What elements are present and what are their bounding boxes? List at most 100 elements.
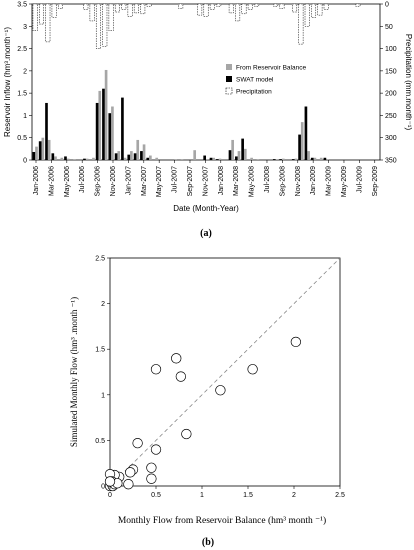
legend: From Reservoir Balance SWAT model Precip…	[225, 64, 306, 96]
y-tick-label: 2.5	[17, 46, 27, 53]
reservoir-balance-bar	[73, 159, 76, 160]
y2-tick-label: 250	[385, 113, 397, 120]
legend-swatch-swat-model	[226, 76, 232, 82]
scatter-point	[150, 364, 162, 375]
panel-b-label: (b)	[202, 537, 214, 548]
reservoir-balance-bar	[212, 157, 215, 160]
precipitation-bar	[241, 3, 247, 15]
reservoir-balance-bar	[174, 159, 178, 160]
swat-model-bar	[234, 156, 238, 160]
reservoir-balance-bar	[35, 146, 38, 160]
inflow-bars	[32, 69, 329, 160]
swat-model-bar	[216, 159, 219, 160]
reservoir-balance-bar	[92, 157, 95, 160]
precipitation-bar	[209, 3, 215, 10]
precipitation-bar	[102, 3, 108, 47]
swat-model-bar	[310, 157, 314, 160]
x-tick-label: Mar-2006	[48, 166, 55, 196]
reservoir-balance-bar	[237, 151, 241, 160]
precipitation-bar	[323, 3, 329, 10]
scatter-y-axis-label: Simulated Monthly Flow (hm³ .month ⁻¹)	[69, 297, 79, 447]
y2-tick-label: 150	[385, 68, 397, 75]
scatter-point	[146, 462, 157, 473]
scatter-point	[290, 336, 301, 348]
precipitation-bar	[355, 3, 361, 7]
y2-tick-label: 350	[385, 158, 397, 165]
scatter-x-axis-label: Monthly Flow from Reservoir Balance (hm³…	[118, 515, 326, 526]
swat-model-bar	[38, 141, 42, 160]
scatter-y-tick-label: 0	[101, 484, 105, 491]
reservoir-balance-bar	[243, 148, 247, 160]
panel-a-plot-frame	[31, 3, 381, 161]
scatter-y-tick-label: 2	[101, 301, 105, 308]
scatter-point	[104, 476, 116, 487]
y-tick-label: 0.5	[17, 135, 27, 142]
scatter-point	[181, 428, 192, 440]
reservoir-balance-bar	[142, 144, 146, 160]
precipitation-bar	[32, 3, 38, 31]
one-to-one-reference-line	[109, 257, 341, 487]
precipitation-bar	[216, 3, 222, 7]
precipitation-bar	[83, 3, 89, 10]
swat-model-bar	[291, 159, 295, 160]
scatter-point	[215, 385, 226, 396]
right-y-axis-label: Precipitation (mm.month⁻¹)	[404, 34, 413, 131]
x-tick-label: Jan-2006	[33, 166, 40, 195]
y-tick-label: 3	[23, 24, 27, 31]
y-tick-label: 2	[23, 68, 27, 75]
swat-model-bar	[140, 151, 143, 160]
reservoir-balance-bar	[313, 157, 317, 160]
swat-model-bar	[209, 157, 213, 160]
reservoir-balance-bar	[98, 90, 102, 160]
x-tick-label: Jul-2009	[356, 166, 363, 193]
x-axis-label: Date (Month-Year)	[173, 204, 239, 213]
swat-model-bar	[203, 155, 206, 160]
scatter-x-tick-label: 0	[108, 492, 112, 499]
swat-model-bar	[323, 157, 327, 160]
precipitation-bar	[140, 3, 146, 15]
x-tick-label: Sep-2009	[372, 166, 379, 196]
x-tick-label: May-2006	[64, 166, 71, 197]
reservoir-balance-bar	[136, 139, 140, 160]
precipitation-bar	[254, 3, 260, 7]
precipitation-bar	[304, 3, 310, 27]
swat-model-bar	[121, 97, 124, 160]
reservoir-balance-bar	[149, 155, 152, 160]
x-tick-label: Sep-2008	[279, 166, 286, 196]
scatter-x-tick-label: 1.5	[243, 492, 253, 499]
panel-a-label: (a)	[200, 228, 212, 239]
reservoir-balance-bar	[180, 159, 184, 160]
scatter-y-tick-label: 1.5	[95, 347, 105, 354]
panel-b-scatter-chart: 0 0.5 1 1.5 2 2.5 0 0.5 1 1.5 2 2.5 Simulated Mont…	[69, 256, 345, 549]
reservoir-balance-bar	[218, 158, 222, 160]
scatter-point	[146, 473, 157, 484]
swat-model-bar	[102, 88, 105, 160]
y2-tick-label: 0	[385, 2, 389, 9]
reservoir-balance-bar	[256, 159, 260, 160]
reservoir-balance-bar	[294, 158, 298, 160]
swat-model-bar	[95, 102, 99, 160]
reservoir-balance-bar	[130, 151, 133, 160]
reservoir-balance-bar	[307, 151, 310, 160]
precipitation-bar	[203, 3, 209, 17]
precipitation-bar	[114, 3, 120, 13]
y2-tick-label: 200	[385, 91, 397, 98]
precipitation-bar	[197, 3, 203, 16]
scatter-y-tick-label: 0.5	[95, 438, 105, 445]
reservoir-balance-bar	[281, 158, 285, 160]
x-axis-ticks: Jan-2006 Mar-2006 May-2006 Jul-2006 Sep-2006…	[33, 160, 379, 197]
y-tick-label: 3.5	[17, 2, 27, 9]
x-tick-label: Mar-2008	[233, 166, 240, 196]
precipitation-bar	[58, 3, 63, 9]
scatter-point	[132, 437, 143, 449]
reservoir-balance-bar	[300, 122, 304, 160]
y2-tick-label: 300	[385, 135, 397, 142]
precipitation-bar	[133, 3, 139, 14]
scatter-y-tick-label: 1	[101, 392, 105, 399]
reservoir-balance-bar	[117, 151, 121, 160]
x-tick-label: Mar-2009	[326, 166, 333, 196]
reservoir-balance-bar	[111, 106, 114, 160]
x-tick-label: Jan-2009	[310, 166, 317, 195]
reservoir-balance-bar	[47, 139, 51, 160]
